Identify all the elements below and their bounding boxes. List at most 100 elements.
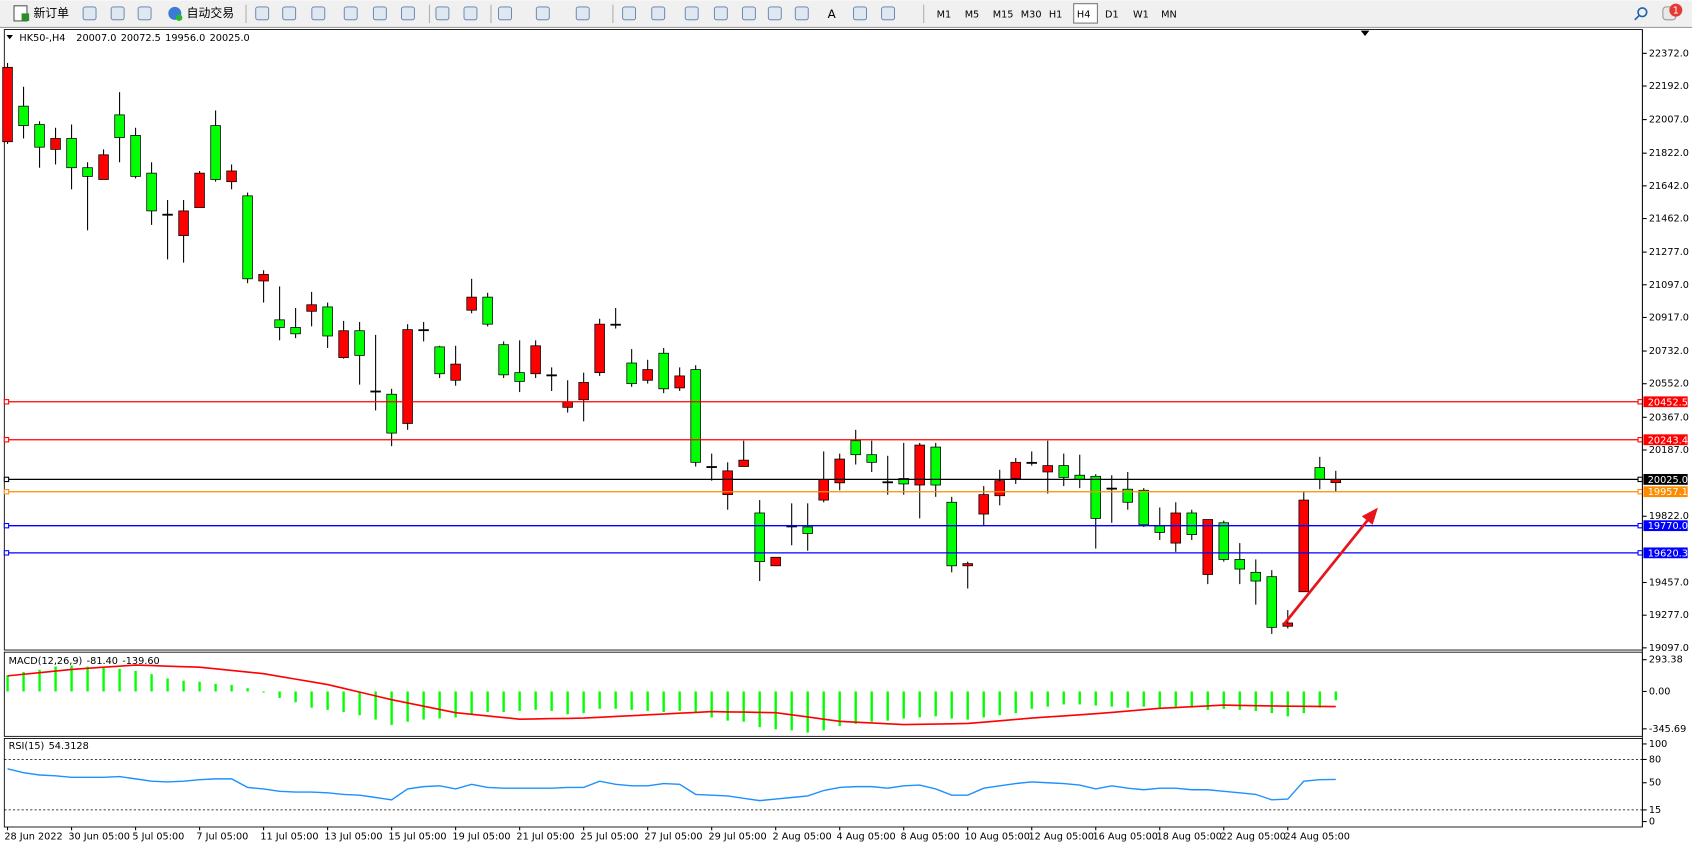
toolbar-icon[interactable]	[435, 6, 450, 21]
toolbar-icon[interactable]	[82, 6, 97, 21]
toolbar-icon[interactable]	[498, 6, 512, 21]
timeframe-button[interactable]: W1	[1133, 9, 1149, 20]
ohlc-value: 20007.0	[76, 33, 116, 44]
toolbar-icon[interactable]	[372, 6, 387, 21]
toolbar-icon[interactable]	[343, 6, 358, 21]
x-tick-label: 5 Jul 05:00	[132, 832, 184, 843]
candle-body	[866, 454, 877, 463]
toolbar-icon[interactable]	[881, 6, 895, 21]
toolbar-icon[interactable]	[575, 6, 590, 21]
timeframe-button[interactable]: H4	[1077, 9, 1090, 20]
price-level-tag	[1643, 473, 1688, 485]
new-order-icon-plus	[21, 13, 30, 21]
symbol-menu-arrow	[6, 34, 13, 40]
timeframe-button[interactable]: H1	[1049, 9, 1062, 20]
toolbar-icon[interactable]	[400, 6, 415, 21]
price-level-tag	[1643, 520, 1688, 532]
indicator-name: RSI(15)	[9, 741, 45, 752]
candle-body	[850, 440, 861, 456]
timeframe-button[interactable]: MN	[1161, 9, 1177, 20]
search-icon-handle	[1634, 14, 1640, 21]
candle-body	[610, 323, 621, 326]
candle-body	[1122, 488, 1133, 503]
price-level-handle	[3, 522, 10, 529]
new-order-button[interactable]: 新订单	[13, 5, 69, 22]
ohlc-value: 20072.5	[121, 33, 161, 44]
candle-body	[146, 172, 157, 212]
price-level-tag	[1643, 547, 1688, 559]
toolbar-icon[interactable]	[535, 6, 550, 21]
y-tick-label: 80	[1649, 754, 1661, 765]
search-button[interactable]	[1634, 7, 1648, 21]
toolbar-icon[interactable]	[110, 6, 125, 21]
notification-badge	[1669, 3, 1683, 17]
y-tick-label: 0.00	[1649, 686, 1671, 697]
x-tick-label: 25 Jul 05:00	[580, 832, 638, 843]
timeframe-button[interactable]: M5	[965, 9, 980, 20]
candle-body	[1202, 519, 1213, 575]
text-tool-button[interactable]: A	[828, 7, 837, 21]
notifications-button[interactable]: 1	[1662, 3, 1683, 21]
auto-trading-button[interactable]: 自动交易	[168, 6, 234, 21]
macd-signal-line	[7, 664, 1336, 726]
auto-trading-label: 自动交易	[187, 6, 234, 20]
candle-body	[450, 363, 461, 381]
arrow-head	[1361, 507, 1378, 525]
toolbar-icon[interactable]	[282, 6, 297, 21]
candle-body	[914, 444, 925, 486]
candle-body	[642, 369, 653, 381]
y-tick-label: -345.69	[1649, 724, 1686, 735]
timeframe-bar: M1 M5 M15 M30 H1 H4 D1 W1 MN	[937, 3, 1177, 24]
candle-body	[242, 195, 253, 280]
x-tick-label: 19 Jul 05:00	[452, 832, 510, 843]
timeframe-button[interactable]: D1	[1105, 9, 1119, 20]
toolbar-icon[interactable]	[794, 6, 809, 21]
timeframe-button[interactable]: M30	[1021, 9, 1042, 20]
candle-body	[818, 479, 829, 501]
candle-body	[770, 556, 781, 567]
x-tick-label: 7 Jul 05:00	[196, 832, 248, 843]
toolbar-icon[interactable]	[767, 6, 782, 21]
timeframe-button[interactable]: M1	[937, 9, 952, 20]
ohlc-value: 19956.0	[165, 33, 205, 44]
new-order-label: 新订单	[33, 6, 69, 20]
timeframe-active-box	[1073, 3, 1098, 24]
toolbar-icon[interactable]	[255, 6, 270, 21]
candle-body	[226, 170, 237, 183]
y-tick-label: 20552.0	[1649, 379, 1689, 390]
toolbar-icon[interactable]	[741, 6, 756, 21]
candle-body	[930, 446, 941, 486]
candle-body	[34, 124, 45, 148]
x-tick-label: 30 Jun 05:00	[68, 832, 130, 843]
toolbar-icon[interactable]	[713, 6, 728, 21]
candle-body	[802, 526, 813, 534]
price-level-label: 19620.3	[1648, 548, 1688, 559]
candle-body	[1170, 512, 1181, 544]
candle-body	[594, 323, 605, 374]
candle-body	[546, 374, 557, 377]
price-level-handle	[1637, 399, 1643, 405]
y-tick-label: 21462.0	[1649, 214, 1689, 225]
candle-body	[98, 154, 109, 180]
rsi-title: RSI(15) 54.3128	[9, 741, 89, 752]
y-tick-label: 21642.0	[1649, 181, 1689, 192]
toolbar-icon[interactable]	[622, 6, 637, 21]
toolbar-icon[interactable]	[853, 6, 867, 21]
price-level-tag	[1643, 396, 1688, 408]
symbol-title: HK50-,H4	[19, 33, 65, 44]
candle-body	[1218, 522, 1229, 560]
toolbar-icon[interactable]	[651, 6, 666, 21]
timeframe-button[interactable]: M15	[993, 9, 1014, 20]
toolbar-icon[interactable]	[463, 6, 478, 21]
candle-body	[738, 459, 749, 467]
toolbar: 新订单 自动交易 A M1 M5 M15 M30 H1 H4 D1 W1 MN 1	[0, 0, 1692, 28]
toolbar-icon[interactable]	[311, 6, 326, 21]
y-tick-label: 21097.0	[1649, 280, 1689, 291]
price-level-handle	[3, 437, 10, 443]
toolbar-icon[interactable]	[137, 6, 152, 21]
price-level-label: 19770.0	[1648, 521, 1688, 532]
toolbar-icon[interactable]	[684, 6, 699, 21]
y-tick-label: 293.38	[1649, 655, 1683, 666]
y-tick-label: 20732.0	[1649, 346, 1689, 357]
